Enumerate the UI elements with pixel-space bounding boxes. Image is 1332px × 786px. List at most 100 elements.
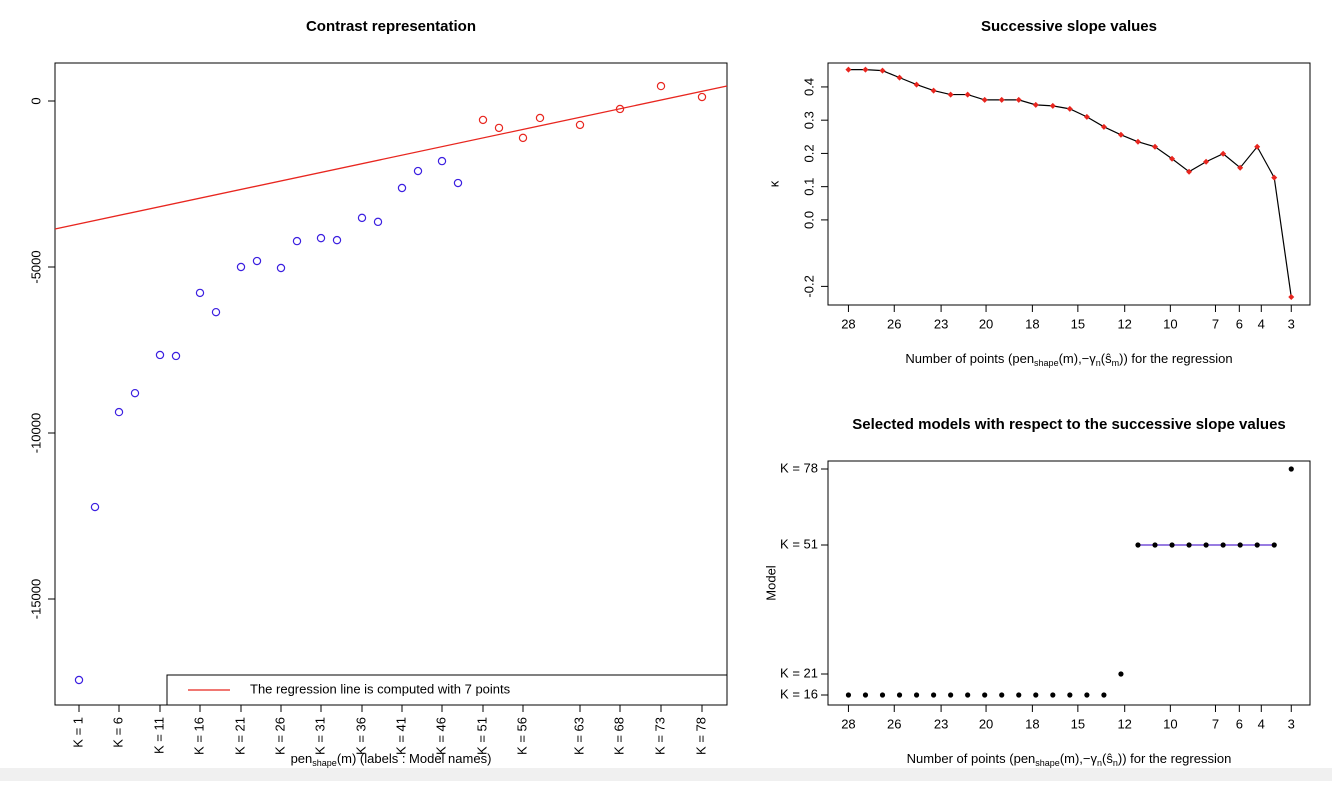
chart-title: Contrast representation	[306, 18, 476, 35]
label-subscript: n	[1113, 758, 1118, 768]
x-tick-label: K = 21	[232, 717, 247, 755]
x-tick-label: 6	[1236, 716, 1243, 731]
label-part: (m),−γ	[1059, 351, 1097, 366]
y-tick-label: 0.1	[801, 178, 816, 196]
x-tick-label: K = 31	[312, 717, 327, 755]
x-tick-label: K = 1	[70, 717, 85, 748]
point	[575, 120, 585, 130]
point	[114, 407, 124, 417]
label-part: (m),−γ	[1060, 751, 1098, 766]
point	[862, 66, 869, 73]
y-tick-label: 0.2	[801, 144, 816, 162]
point	[965, 692, 971, 698]
point	[1117, 131, 1124, 138]
x-tick-label: K = 73	[652, 717, 667, 755]
x-tick-label: 12	[1117, 316, 1131, 331]
point	[1050, 692, 1056, 698]
point	[1016, 692, 1022, 698]
x-tick-label: 3	[1288, 716, 1295, 731]
point	[1066, 105, 1073, 112]
chart-title: Selected models with respect to the succ…	[852, 416, 1286, 433]
point	[478, 115, 488, 125]
point	[1084, 692, 1090, 698]
point	[930, 87, 937, 94]
label-subscript: shape	[1034, 358, 1059, 368]
point	[1237, 164, 1244, 171]
x-tick-label: 20	[979, 316, 993, 331]
window-strip	[0, 768, 1332, 781]
y-tick-label: 0	[28, 97, 43, 104]
x-axis-label: Number of points (penshape(m),−γn(ŝn)) …	[907, 751, 1232, 768]
point	[948, 692, 954, 698]
point	[999, 692, 1005, 698]
point	[913, 81, 920, 88]
point	[437, 156, 447, 166]
point	[1203, 158, 1210, 165]
point	[1169, 542, 1175, 548]
point	[1033, 692, 1039, 698]
point	[697, 92, 707, 102]
point	[195, 288, 205, 298]
point	[1015, 96, 1022, 103]
point	[845, 66, 852, 73]
point	[947, 91, 954, 98]
point	[357, 213, 367, 223]
x-tick-label: 18	[1025, 316, 1039, 331]
point	[211, 307, 221, 317]
point	[1101, 692, 1107, 698]
y-tick-label: K = 16	[780, 686, 818, 701]
x-tick-label: 28	[841, 716, 855, 731]
x-tick-label: 12	[1117, 716, 1131, 731]
point	[1152, 542, 1158, 548]
point	[964, 91, 971, 98]
point	[1118, 671, 1124, 677]
y-tick-label: 0.4	[801, 78, 816, 96]
point	[913, 692, 920, 698]
x-tick-label: K = 36	[353, 717, 368, 755]
y-axis-label: Model	[763, 565, 778, 601]
point	[656, 81, 666, 91]
label-part: Number of points (pen	[907, 751, 1036, 766]
y-axis-label: κ	[766, 180, 781, 187]
x-axis-label: penshape(m) (labels : Model names)	[291, 751, 492, 768]
point	[1186, 542, 1192, 548]
label-part: Number of points (pen	[905, 351, 1034, 366]
point	[1067, 692, 1073, 698]
point	[252, 256, 262, 266]
x-tick-label: 4	[1258, 316, 1265, 331]
legend-box	[166, 674, 728, 706]
x-tick-label: K = 16	[191, 717, 206, 755]
x-tick-label: 15	[1071, 316, 1085, 331]
x-tick-label: 10	[1163, 316, 1177, 331]
point	[1203, 542, 1209, 548]
x-tick-label: 26	[887, 316, 901, 331]
point	[1271, 542, 1277, 548]
point	[292, 236, 302, 246]
point	[1220, 542, 1226, 548]
point	[397, 183, 407, 193]
point	[1254, 542, 1260, 548]
x-tick-label: K = 11	[151, 717, 166, 754]
label-subscript: shape	[1035, 758, 1060, 768]
label-part: )) for the regression	[1119, 351, 1232, 366]
point	[896, 692, 903, 698]
x-tick-label: 15	[1071, 716, 1085, 731]
point	[615, 104, 625, 114]
y-tick-label: -5000	[28, 250, 43, 283]
label-subscript: n	[1096, 358, 1101, 368]
point	[1169, 155, 1176, 162]
point	[74, 675, 84, 685]
y-tick-label: 0.3	[801, 111, 816, 129]
point	[90, 502, 100, 512]
chart-title: Successive slope values	[981, 18, 1157, 35]
legend-label: The regression line is computed with 7 p…	[250, 681, 511, 696]
x-tick-label: K = 78	[693, 717, 708, 755]
x-tick-label: K = 51	[474, 717, 489, 755]
x-tick-label: 3	[1288, 316, 1295, 331]
x-tick-label: 7	[1212, 716, 1219, 731]
point	[316, 233, 326, 243]
x-tick-label: 20	[979, 716, 993, 731]
point	[1237, 542, 1243, 548]
label-subscript: m	[1112, 358, 1120, 368]
